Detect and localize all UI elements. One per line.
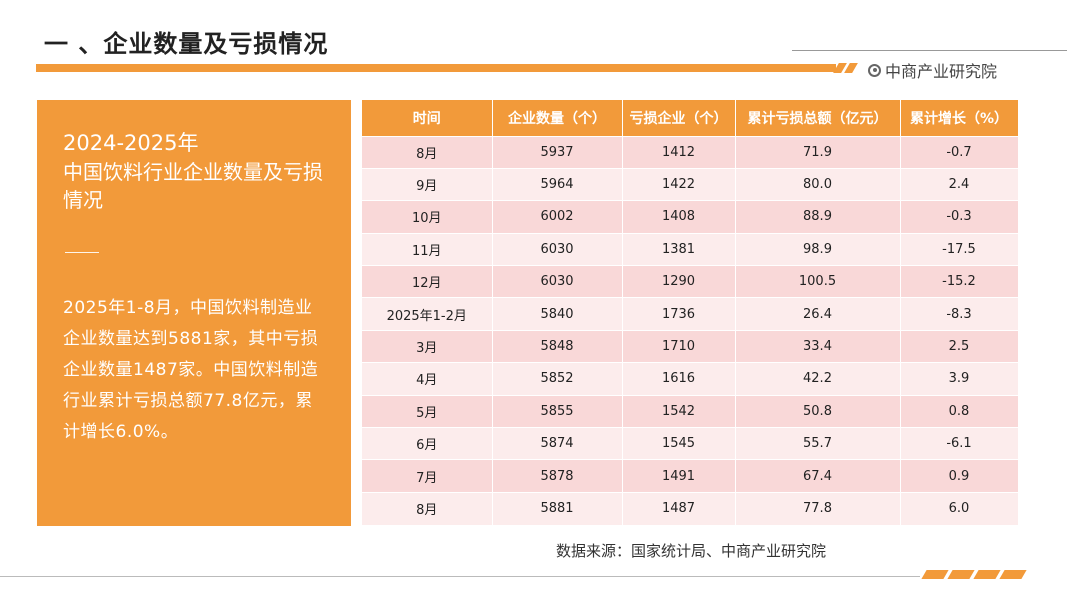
cell-loss-count: 1710 — [622, 329, 736, 363]
cell-growth: 2.4 — [900, 167, 1019, 201]
table-row: 10月 6002 1408 88.9 -0.3 — [362, 200, 1019, 234]
cell-count: 5937 — [492, 135, 623, 169]
header-accent-bar — [36, 64, 836, 72]
cell-growth: -15.2 — [900, 265, 1019, 298]
cell-count: 6030 — [492, 232, 623, 266]
cell-loss-count: 1290 — [622, 265, 736, 298]
table-row: 3月 5848 1710 33.4 2.5 — [362, 329, 1019, 363]
source-note: 数据来源：国家统计局、中商产业研究院 — [556, 542, 827, 560]
panel-title: 中国饮料行业企业数量及亏损情况 — [63, 160, 323, 212]
cell-loss-total: 98.9 — [735, 232, 901, 266]
cell-loss-total: 88.9 — [735, 200, 901, 234]
cell-growth: 0.9 — [900, 459, 1019, 493]
table-row: 8月 5881 1487 77.8 6.0 — [362, 491, 1019, 525]
table-row: 7月 5878 1491 67.4 0.9 — [362, 459, 1019, 493]
cell-growth: 6.0 — [900, 491, 1019, 525]
cell-growth: -0.7 — [900, 135, 1019, 169]
data-table: 时间 企业数量（个） 亏损企业（个） 累计亏损总额（亿元） 累计增长（%） 8月… — [362, 100, 1019, 525]
cell-count: 6030 — [492, 265, 623, 298]
cell-count: 6002 — [492, 200, 623, 234]
cell-loss-count: 1542 — [622, 394, 736, 428]
cell-loss-total: 55.7 — [735, 427, 901, 460]
cell-growth: -17.5 — [900, 232, 1019, 266]
cell-loss-total: 33.4 — [735, 329, 901, 363]
cell-loss-count: 1487 — [622, 491, 736, 525]
table-row: 6月 5874 1545 55.7 -6.1 — [362, 427, 1019, 460]
cell-time: 7月 — [362, 459, 493, 493]
cell-loss-count: 1616 — [622, 362, 736, 396]
footer-rule — [0, 576, 920, 577]
table-row: 9月 5964 1422 80.0 2.4 — [362, 167, 1019, 201]
summary-panel: 2024-2025年 中国饮料行业企业数量及亏损情况 2025年1-8月，中国饮… — [37, 100, 351, 526]
cell-count: 5840 — [492, 297, 623, 331]
cell-time: 10月 — [362, 200, 493, 234]
cell-loss-count: 1408 — [622, 200, 736, 234]
cell-loss-total: 50.8 — [735, 394, 901, 428]
footer-decoration — [921, 570, 1027, 579]
data-table-wrapper: 时间 企业数量（个） 亏损企业（个） 累计亏损总额（亿元） 累计增长（%） 8月… — [362, 100, 1019, 525]
table-row: 4月 5852 1616 42.2 3.9 — [362, 362, 1019, 396]
panel-body: 2025年1-8月，中国饮料制造业企业数量达到5881家，其中亏损企业数量148… — [63, 298, 319, 442]
table-row: 12月 6030 1290 100.5 -15.2 — [362, 265, 1019, 298]
cell-count: 5881 — [492, 491, 623, 525]
col-header-count: 企业数量（个） — [492, 100, 623, 136]
cell-loss-count: 1412 — [622, 135, 736, 169]
cell-loss-count: 1736 — [622, 297, 736, 331]
cell-growth: -0.3 — [900, 200, 1019, 234]
logo-text: 中商产业研究院 — [885, 62, 998, 81]
header-rule — [792, 50, 1067, 51]
cell-growth: -8.3 — [900, 297, 1019, 331]
cell-loss-total: 71.9 — [735, 135, 901, 169]
cell-time: 12月 — [362, 265, 493, 298]
cell-growth: 2.5 — [900, 329, 1019, 363]
cell-time: 8月 — [362, 491, 493, 525]
col-header-loss-count: 亏损企业（个） — [622, 100, 736, 136]
table-row: 2025年1-2月 5840 1736 26.4 -8.3 — [362, 297, 1019, 331]
logo-icon — [868, 63, 881, 77]
cell-count: 5964 — [492, 167, 623, 201]
table-row: 5月 5855 1542 50.8 0.8 — [362, 394, 1019, 428]
cell-count: 5874 — [492, 427, 623, 460]
brand-logo: 中商产业研究院 — [868, 58, 997, 82]
cell-loss-count: 1422 — [622, 167, 736, 201]
slash-decoration — [833, 63, 866, 73]
panel-year: 2024-2025年 — [63, 131, 199, 155]
cell-time: 11月 — [362, 232, 493, 266]
panel-divider — [65, 252, 99, 253]
cell-time: 3月 — [362, 329, 493, 363]
cell-loss-count: 1545 — [622, 427, 736, 460]
col-header-loss-total: 累计亏损总额（亿元） — [735, 100, 901, 136]
page-title: 一 、企业数量及亏损情况 — [44, 30, 329, 58]
cell-growth: 0.8 — [900, 394, 1019, 428]
table-header-row: 时间 企业数量（个） 亏损企业（个） 累计亏损总额（亿元） 累计增长（%） — [362, 100, 1019, 136]
cell-time: 4月 — [362, 362, 493, 396]
cell-count: 5878 — [492, 459, 623, 493]
cell-time: 9月 — [362, 167, 493, 201]
cell-time: 8月 — [362, 135, 493, 169]
col-header-time: 时间 — [362, 100, 493, 136]
cell-loss-total: 77.8 — [735, 491, 901, 525]
cell-count: 5848 — [492, 329, 623, 363]
cell-loss-total: 80.0 — [735, 167, 901, 201]
cell-count: 5855 — [492, 394, 623, 428]
cell-loss-count: 1381 — [622, 232, 736, 266]
cell-time: 2025年1-2月 — [362, 297, 493, 331]
cell-loss-total: 42.2 — [735, 362, 901, 396]
cell-growth: 3.9 — [900, 362, 1019, 396]
cell-time: 6月 — [362, 427, 493, 460]
cell-loss-total: 100.5 — [735, 265, 901, 298]
cell-loss-count: 1491 — [622, 459, 736, 493]
cell-time: 5月 — [362, 394, 493, 428]
cell-count: 5852 — [492, 362, 623, 396]
cell-loss-total: 67.4 — [735, 459, 901, 493]
cell-loss-total: 26.4 — [735, 297, 901, 331]
cell-growth: -6.1 — [900, 427, 1019, 460]
table-row: 11月 6030 1381 98.9 -17.5 — [362, 232, 1019, 266]
col-header-growth: 累计增长（%） — [900, 100, 1019, 136]
table-row: 8月 5937 1412 71.9 -0.7 — [362, 135, 1019, 169]
